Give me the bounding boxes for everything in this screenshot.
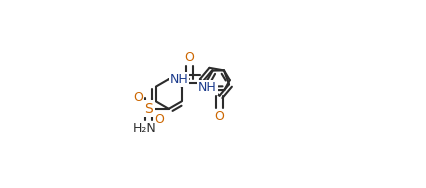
Text: O: O — [184, 51, 194, 64]
Text: S: S — [144, 102, 153, 116]
Text: O: O — [154, 113, 164, 127]
Text: O: O — [215, 111, 225, 124]
Text: NH: NH — [198, 81, 217, 94]
Text: NH: NH — [170, 73, 188, 86]
Text: O: O — [134, 91, 144, 104]
Text: H₂N: H₂N — [132, 122, 156, 135]
